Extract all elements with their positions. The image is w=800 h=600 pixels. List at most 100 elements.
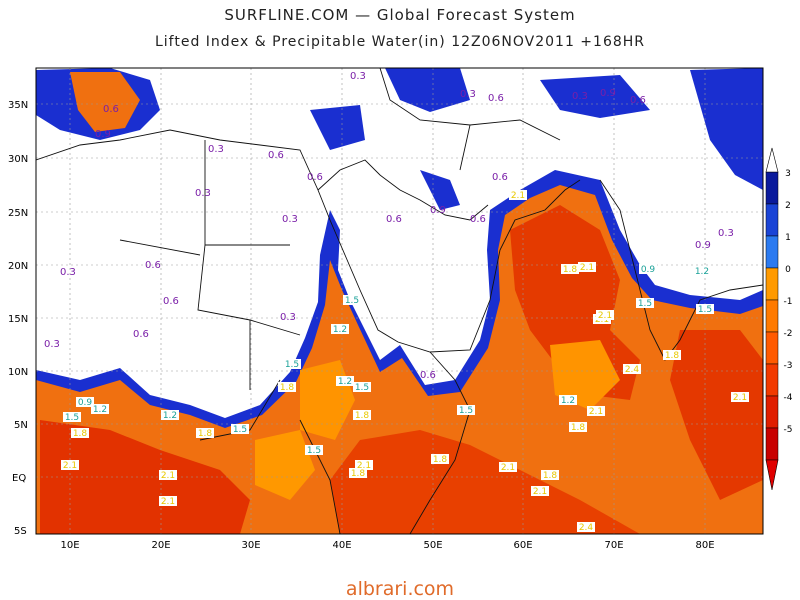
red-core-congo bbox=[40, 420, 250, 534]
contour-label: 0.3 bbox=[44, 339, 60, 350]
contour-label: 1.8 bbox=[543, 471, 558, 481]
contour-label: 1.5 bbox=[459, 406, 473, 416]
contour-label-box bbox=[636, 298, 654, 308]
contour-label: 1.8 bbox=[433, 455, 448, 465]
contour-label: 1.2 bbox=[695, 267, 709, 277]
map-title: SURFLINE.COM — Global Forecast System bbox=[224, 6, 576, 24]
contour-label: 0.3 bbox=[572, 91, 588, 102]
watermark: albrari.com bbox=[345, 578, 455, 600]
lat-label: 35N bbox=[8, 100, 28, 111]
contour-label-box bbox=[331, 324, 349, 334]
contour-label-box bbox=[731, 392, 749, 402]
contour-label: 0.3 bbox=[60, 267, 76, 278]
contour-label: 0.6 bbox=[492, 172, 508, 183]
contour-label: 0.9 bbox=[695, 240, 711, 251]
contour-label: 2.1 bbox=[598, 311, 612, 321]
contour-label: 1.8 bbox=[280, 383, 295, 393]
contour-label: 1.2 bbox=[333, 325, 347, 335]
colorbar-segment bbox=[765, 363, 779, 397]
contour-label: 2.4 bbox=[579, 523, 594, 533]
purple-contour-labels: 0.3 0.6 0.9 0.3 0.6 0.3 0.6 0.3 0.6 0.3 0.6 0.3 0.6 0… bbox=[44, 71, 734, 381]
contour-label-box bbox=[509, 190, 527, 200]
colorbar-segment bbox=[765, 267, 779, 301]
map-subtitle: Lifted Index & Precipitable Water(in) 12… bbox=[154, 34, 646, 50]
lon-label: 50E bbox=[423, 540, 442, 551]
contour-label: 0.6 bbox=[307, 172, 323, 183]
contour-label-box bbox=[161, 410, 179, 420]
contour-label: 2.1 bbox=[161, 471, 175, 481]
contour-label-box bbox=[577, 522, 595, 532]
contour-label: 0.9 bbox=[600, 88, 616, 99]
contour-label: 1.5 bbox=[285, 360, 299, 370]
contour-label: 1.2 bbox=[338, 377, 352, 387]
contour-label-box bbox=[349, 468, 367, 478]
contour-label-box bbox=[305, 445, 323, 455]
contour-label: 1.8 bbox=[73, 429, 88, 439]
contour-label: 1.8 bbox=[351, 469, 366, 479]
contour-label: 0.9 bbox=[95, 129, 111, 140]
map-frame bbox=[35, 67, 764, 535]
contour-label: 0.3 bbox=[282, 214, 298, 225]
contour-label: 2.1 bbox=[733, 393, 747, 403]
colorbar-segment bbox=[765, 235, 779, 269]
lon-label: 30E bbox=[241, 540, 260, 551]
contour-label: 1.8 bbox=[665, 351, 680, 361]
contour-label: 1.5 bbox=[233, 425, 247, 435]
contour-label: 0.9 bbox=[430, 205, 446, 216]
lat-label: 10N bbox=[8, 367, 28, 378]
lat-labels: 35N 30N 25N 20N 15N 10N 5N EQ 5S bbox=[8, 100, 28, 537]
colorbar-segment bbox=[765, 395, 779, 429]
contour-label-box bbox=[159, 470, 177, 480]
lat-label: 5S bbox=[14, 526, 27, 537]
contour-label: 0.6 bbox=[145, 260, 161, 271]
contour-label: 2.1 bbox=[533, 487, 547, 497]
contour-label: 1.8 bbox=[563, 265, 578, 275]
iran-moist bbox=[540, 75, 650, 118]
lon-label: 80E bbox=[695, 540, 714, 551]
red-core-arabian-sea bbox=[510, 205, 640, 400]
contour-label: 2.1 bbox=[161, 497, 175, 507]
contour-label-box bbox=[336, 376, 354, 386]
colorbar-tick-label: -4 bbox=[784, 393, 793, 403]
contour-label-box bbox=[61, 460, 79, 470]
levant-moist bbox=[310, 105, 365, 150]
lon-label: 70E bbox=[604, 540, 623, 551]
colorbar-tick-label: -3 bbox=[784, 361, 793, 371]
colorbar-tick-label: -5 bbox=[784, 425, 793, 435]
contour-label: 1.5 bbox=[65, 413, 79, 423]
contour-label: 1.5 bbox=[307, 446, 321, 456]
contour-label: 0.3 bbox=[718, 228, 734, 239]
contour-label-box bbox=[569, 422, 587, 432]
contour-label: 1.2 bbox=[163, 411, 177, 421]
colorbar-tick-label: 1 bbox=[785, 233, 791, 243]
contour-label-box bbox=[561, 264, 579, 274]
contour-label-box bbox=[623, 364, 641, 374]
colorbar-segment bbox=[765, 331, 779, 365]
orange-patch-2 bbox=[550, 340, 620, 410]
orange-patch-3 bbox=[255, 430, 315, 500]
lat-label: 5N bbox=[14, 420, 28, 431]
contour-label: 1.5 bbox=[355, 383, 369, 393]
contour-label: 0.6 bbox=[470, 214, 486, 225]
contour-label: 1.5 bbox=[638, 299, 652, 309]
contour-label-box bbox=[283, 359, 301, 369]
contour-label: 0.3 bbox=[460, 89, 476, 100]
contour-label-box bbox=[559, 395, 577, 405]
contour-label: 1.5 bbox=[345, 296, 359, 306]
contour-label-box bbox=[457, 405, 475, 415]
colorbar-tick-label: 2 bbox=[785, 201, 791, 211]
india-north-moist bbox=[690, 68, 763, 190]
red-core-somalia bbox=[330, 430, 640, 534]
lat-label: 20N bbox=[8, 261, 28, 272]
contour-label: 2.1 bbox=[580, 263, 594, 273]
contour-label: 0.6 bbox=[386, 214, 402, 225]
contour-label-box bbox=[587, 406, 605, 416]
colorbar-segment bbox=[765, 299, 779, 333]
lon-label: 20E bbox=[151, 540, 170, 551]
contour-label: 0.6 bbox=[163, 296, 179, 307]
contour-label: 1.8 bbox=[355, 411, 370, 421]
lon-label: 60E bbox=[513, 540, 532, 551]
lon-label: 10E bbox=[60, 540, 79, 551]
contour-label-box bbox=[231, 424, 249, 434]
